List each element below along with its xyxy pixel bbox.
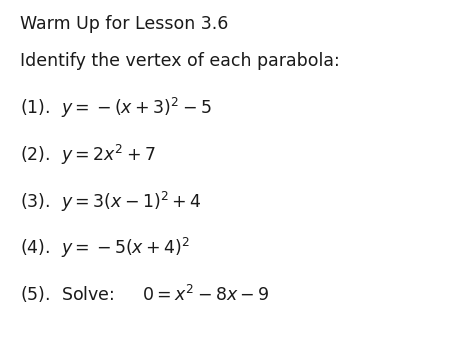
Text: (2).  $y = 2x^2 + 7$: (2). $y = 2x^2 + 7$ (20, 143, 156, 167)
Text: (1).  $y = -(x + 3)^2 - 5$: (1). $y = -(x + 3)^2 - 5$ (20, 96, 212, 120)
Text: (3).  $y = 3(x - 1)^2 + 4$: (3). $y = 3(x - 1)^2 + 4$ (20, 190, 202, 214)
Text: Identify the vertex of each parabola:: Identify the vertex of each parabola: (20, 52, 340, 70)
Text: (4).  $y = -5(x + 4)^2$: (4). $y = -5(x + 4)^2$ (20, 236, 190, 260)
Text: (5).  Solve:     $0 = x^2 - 8x - 9$: (5). Solve: $0 = x^2 - 8x - 9$ (20, 283, 270, 305)
Text: Warm Up for Lesson 3.6: Warm Up for Lesson 3.6 (20, 15, 229, 33)
